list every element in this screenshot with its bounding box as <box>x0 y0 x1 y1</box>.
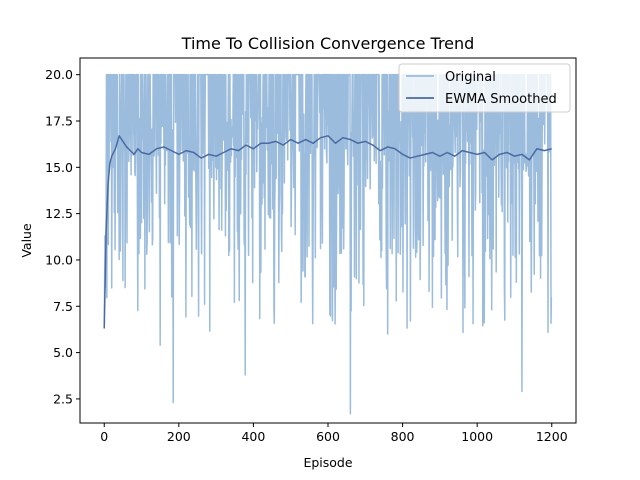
x-tick-label: 1000 <box>461 429 493 444</box>
x-tick-label: 0 <box>100 429 108 444</box>
chart-title: Time To Collision Convergence Trend <box>181 34 475 53</box>
y-tick-label: 2.5 <box>53 391 73 406</box>
x-axis: 0 200 400 600 800 1000 1200 <box>100 423 568 444</box>
legend: Original EWMA Smoothed <box>398 63 571 113</box>
y-axis-label: Value <box>19 223 34 258</box>
y-tick-label: 7.5 <box>53 299 73 314</box>
y-tick-label: 12.5 <box>45 206 73 221</box>
x-tick-label: 1200 <box>536 429 568 444</box>
x-tick-label: 400 <box>241 429 265 444</box>
x-tick-label: 200 <box>167 429 191 444</box>
x-axis-label: Episode <box>303 455 352 470</box>
legend-label-original: Original <box>445 70 496 85</box>
y-tick-label: 15.0 <box>45 160 73 175</box>
x-tick-label: 800 <box>391 429 415 444</box>
y-tick-label: 17.5 <box>45 113 73 128</box>
y-tick-label: 20.0 <box>45 67 73 82</box>
series-layer <box>103 73 553 415</box>
y-tick-label: 10.0 <box>45 252 73 267</box>
series-line-ewma-smoothed <box>103 135 552 329</box>
series-line-original <box>103 73 553 415</box>
y-tick-label: 5.0 <box>53 345 73 360</box>
y-axis: 2.5 5.0 7.5 10.0 12.5 15.0 17.5 20.0 <box>45 67 80 406</box>
legend-box <box>398 63 571 113</box>
legend-label-ewma-smoothed: EWMA Smoothed <box>445 92 557 107</box>
x-tick-label: 600 <box>316 429 340 444</box>
